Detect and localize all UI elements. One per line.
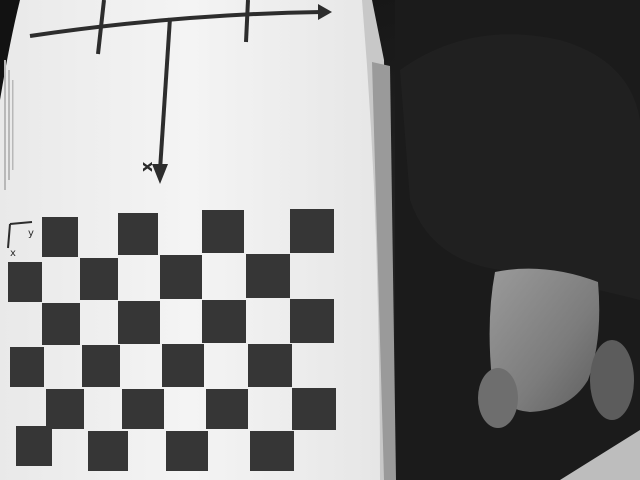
checker-square [248,344,292,387]
horizontal-arrowhead [318,4,332,20]
small-y-label: y [28,228,34,239]
checker-square [122,389,164,429]
vertical-tick-1 [96,0,106,55]
checker-square [16,426,52,466]
paper-holder [372,62,396,480]
vertical-arrowhead [152,164,168,184]
vertical-axis-line [158,17,172,171]
checker-square [8,262,42,302]
checker-square [250,431,294,471]
checker-square [80,258,118,300]
checker-square [88,431,128,471]
checker-square [162,344,204,387]
checker-square [290,299,334,343]
bottom-right-paper [560,430,640,480]
checker-square [42,217,78,257]
checker-square [118,301,160,344]
checker-square [246,254,290,298]
axis-diagram [29,0,323,171]
finger-right [590,340,634,420]
checkerboard [8,209,336,471]
checker-square [82,345,120,387]
checker-square [290,209,334,253]
margin-text-lines [4,60,14,190]
vertical-tick-2 [244,0,250,43]
checker-square [202,210,244,253]
arm-skin [489,268,600,412]
small-axes [7,221,33,249]
checker-square [166,431,208,471]
checker-square [202,300,246,343]
shoulder-shape [400,34,640,301]
checker-square [206,389,248,429]
checker-square [10,347,44,387]
small-x-label: x [10,248,16,259]
finger-left [478,368,518,428]
horizontal-axis-line [29,10,323,38]
checker-square [160,255,202,299]
x-axis-label: x [137,161,156,172]
checker-square [292,388,336,430]
checker-square [46,389,84,429]
checker-square [42,303,80,345]
checker-square [118,213,158,255]
